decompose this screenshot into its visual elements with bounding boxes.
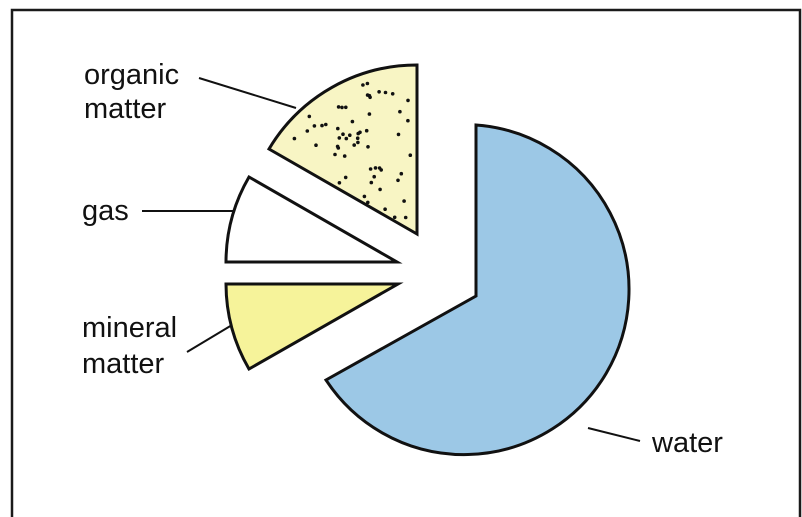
organic-dot [408,153,413,157]
organic-dot [307,114,312,119]
organic-dot [365,81,370,86]
organic-dot [366,145,370,149]
organic-dot [365,93,370,97]
organic-dot [377,90,381,94]
organic-dot [364,128,369,133]
organic-dot [337,136,342,140]
organic-dot [343,175,348,180]
organic-dot [305,129,310,133]
organic-dot [403,215,408,220]
organic-dot [398,109,402,114]
organic-dot [350,119,355,124]
organic-dot [366,200,370,205]
label-gas: gas [82,195,129,227]
organic-dot [362,194,367,199]
organic-matter-dot-pattern [292,81,413,220]
organic-dot [314,143,318,147]
organic-dot [372,174,377,179]
organic-dot [337,181,342,185]
organic-dot [368,167,373,171]
organic-dot [396,178,400,183]
organic-dot [378,187,382,192]
organic-dot [399,171,404,176]
organic-dot [355,136,360,140]
organic-dot [320,123,324,128]
organic-dot [348,133,352,137]
slice-mineral-matter [224,282,404,372]
organic-dot [383,207,387,211]
organic-dot [340,105,344,110]
organic-dot [390,92,395,96]
organic-dot [336,105,341,109]
organic-dot [406,118,410,123]
label-organic-matter: organic matter [84,59,187,125]
organic-dot [341,132,345,136]
organic-dot [406,98,410,103]
organic-dot [335,144,340,149]
organic-dot [352,143,357,147]
organic-dot [361,83,365,87]
organic-dot [344,136,349,141]
organic-dot [396,132,401,137]
slice-organic-matter [266,63,419,237]
organic-dot [377,166,382,170]
organic-dot [312,124,317,128]
organic-dot [342,154,347,158]
organic-dot [383,90,388,95]
label-mineral-matter: mineral matter [82,312,185,380]
slice-gas [224,174,403,264]
organic-dot [358,130,362,135]
organic-dot [356,140,360,145]
slice-water [323,123,631,457]
organic-dot [344,105,348,110]
organic-dot [369,180,374,185]
organic-dot [368,95,372,100]
organic-dot [402,199,406,203]
organic-dot [333,152,337,157]
organic-dot [336,126,340,131]
leader-water [587,427,641,442]
leader-organic-matter [198,77,297,109]
organic-dot [367,112,372,116]
leader-mineral-matter [186,324,233,353]
organic-dot [292,136,297,141]
label-water: water [651,427,723,459]
organic-dot [324,122,328,127]
organic-dot [373,166,378,170]
organic-dot [392,215,397,220]
